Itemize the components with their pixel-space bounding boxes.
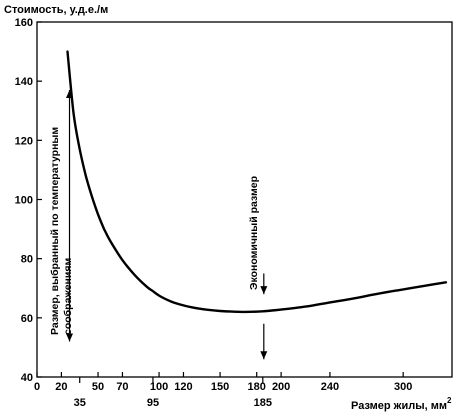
arrowhead	[66, 333, 74, 342]
y-tick-label: 40	[21, 372, 33, 384]
y-tick-label: 100	[15, 195, 33, 207]
y-axis-ticks: 40 60 80 100 120 140 160	[15, 17, 42, 384]
cost-curve	[66, 50, 448, 314]
annotation-economic-size: Экономичный размер	[248, 176, 260, 290]
arrowhead	[66, 90, 74, 99]
x-tick-label: 200	[272, 381, 290, 393]
x-axis-ticks: 0 20 50 70 100 120 150 180 200 240 300 35 95 185	[34, 372, 412, 409]
arrowhead	[260, 286, 268, 295]
x-tick-label: 0	[34, 381, 40, 393]
x-tick-label-lower: 95	[147, 397, 159, 409]
x-tick-label: 300	[394, 381, 412, 393]
x-tick-label: 180	[248, 381, 266, 393]
x-tick-label: 20	[55, 381, 67, 393]
plot-frame	[36, 21, 453, 378]
x-tick-label: 150	[211, 381, 229, 393]
x-tick-label: 50	[92, 381, 104, 393]
annotations: Размер, выбранный по температурнымсообра…	[49, 90, 268, 360]
x-tick-label: 240	[321, 381, 339, 393]
y-axis-label: Стоимость, у.д.е./м	[4, 4, 108, 16]
y-tick-label: 80	[21, 254, 33, 266]
annotation-temperature-size: Размер, выбранный по температурнымсообра…	[49, 127, 74, 335]
y-tick-label: 140	[15, 76, 33, 88]
x-tick-label: 120	[174, 381, 192, 393]
x-axis-label: Размер жилы, мм2	[351, 396, 452, 412]
arrowhead	[260, 351, 268, 360]
x-tick-label: 100	[150, 381, 168, 393]
x-tick-label-lower: 185	[254, 397, 272, 409]
x-tick-label-lower: 35	[74, 397, 86, 409]
x-tick-label: 70	[116, 381, 128, 393]
y-tick-label: 120	[15, 135, 33, 147]
y-tick-label: 60	[21, 313, 33, 325]
y-tick-label: 160	[15, 17, 33, 29]
